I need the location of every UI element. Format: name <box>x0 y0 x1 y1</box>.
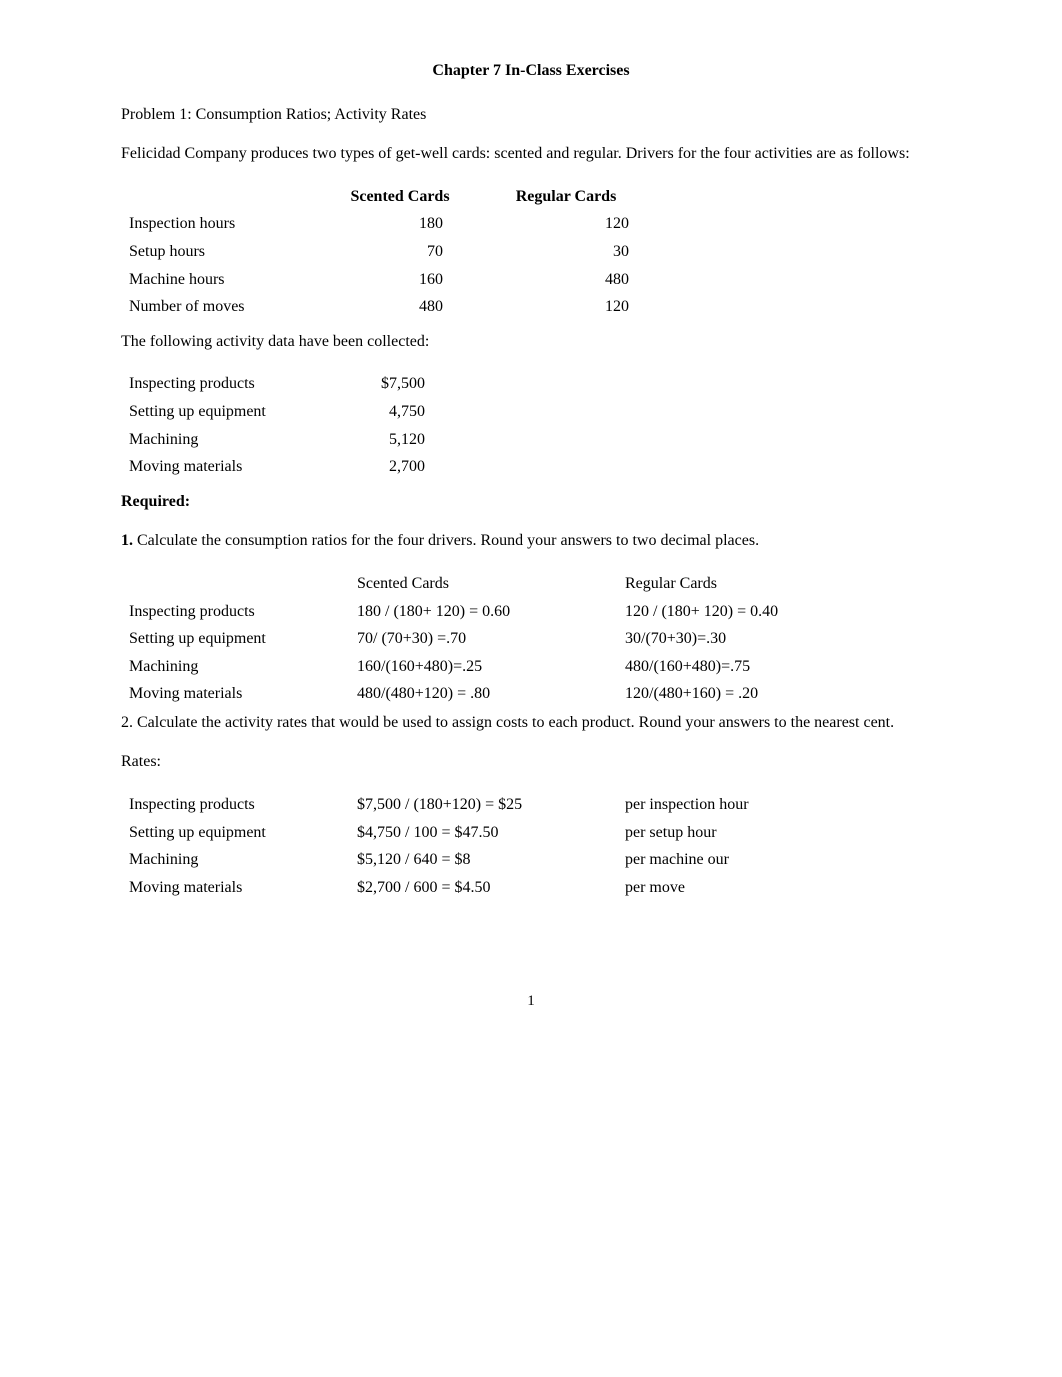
driver-scented-value: 160 <box>317 266 483 294</box>
rate-label: Setting up equipment <box>121 819 349 847</box>
problem-heading: Problem 1: Consumption Ratios; Activity … <box>121 104 941 126</box>
ratio-label: Moving materials <box>121 680 349 708</box>
table-row: Setting up equipment $4,750 / 100 = $47.… <box>121 819 779 847</box>
rate-calc: $2,700 / 600 = $4.50 <box>349 874 617 902</box>
table-row: Setting up equipment 4,750 <box>121 398 433 426</box>
cost-amount: $7,500 <box>337 370 433 398</box>
table-row: Moving materials 2,700 <box>121 453 433 481</box>
required-heading: Required: <box>121 493 190 510</box>
cost-label: Moving materials <box>121 453 337 481</box>
ratio-scented: 480/(480+120) = .80 <box>349 680 617 708</box>
rate-per: per machine our <box>617 846 779 874</box>
driver-scented-value: 480 <box>317 293 483 321</box>
drivers-table: Scented Cards Regular Cards Inspection h… <box>121 183 649 321</box>
table-row: Inspecting products $7,500 / (180+120) =… <box>121 791 779 819</box>
driver-label: Number of moves <box>121 293 317 321</box>
q2-text: 2. Calculate the activity rates that wou… <box>121 712 941 734</box>
ratio-scented: 180 / (180+ 120) = 0.60 <box>349 598 617 626</box>
driver-label: Inspection hours <box>121 210 317 238</box>
table-row: Machining 160/(160+480)=.25 480/(160+480… <box>121 653 808 681</box>
ratio-label: Machining <box>121 653 349 681</box>
costs-table: Inspecting products $7,500 Setting up eq… <box>121 370 433 480</box>
ratios-table: Scented Cards Regular Cards Inspecting p… <box>121 570 808 708</box>
driver-scented-value: 180 <box>317 210 483 238</box>
ratios-col-scented: Scented Cards <box>349 570 617 598</box>
cost-label: Machining <box>121 426 337 454</box>
driver-label: Machine hours <box>121 266 317 294</box>
rate-per: per move <box>617 874 779 902</box>
driver-label: Setup hours <box>121 238 317 266</box>
ratios-col-regular: Regular Cards <box>617 570 808 598</box>
costs-intro: The following activity data have been co… <box>121 331 941 353</box>
rate-per: per inspection hour <box>617 791 779 819</box>
rate-label: Inspecting products <box>121 791 349 819</box>
driver-regular-value: 120 <box>483 210 649 238</box>
page-title: Chapter 7 In-Class Exercises <box>121 60 941 82</box>
rates-table: Inspecting products $7,500 / (180+120) =… <box>121 791 779 901</box>
rate-calc: $5,120 / 640 = $8 <box>349 846 617 874</box>
cost-amount: 2,700 <box>337 453 433 481</box>
table-row: Inspection hours 180 120 <box>121 210 649 238</box>
table-row: Setup hours 70 30 <box>121 238 649 266</box>
rate-label: Machining <box>121 846 349 874</box>
rate-calc: $4,750 / 100 = $47.50 <box>349 819 617 847</box>
driver-regular-value: 30 <box>483 238 649 266</box>
cost-label: Setting up equipment <box>121 398 337 426</box>
cost-label: Inspecting products <box>121 370 337 398</box>
drivers-col-regular: Regular Cards <box>483 183 649 211</box>
rate-calc: $7,500 / (180+120) = $25 <box>349 791 617 819</box>
rate-per: per setup hour <box>617 819 779 847</box>
ratio-scented: 160/(160+480)=.25 <box>349 653 617 681</box>
rates-heading: Rates: <box>121 751 941 773</box>
driver-scented-value: 70 <box>317 238 483 266</box>
table-row: Moving materials $2,700 / 600 = $4.50 pe… <box>121 874 779 902</box>
page-number: 1 <box>121 991 941 1011</box>
intro-paragraph: Felicidad Company produces two types of … <box>121 143 941 165</box>
table-row: Inspecting products 180 / (180+ 120) = 0… <box>121 598 808 626</box>
ratio-label: Inspecting products <box>121 598 349 626</box>
table-row: Inspecting products $7,500 <box>121 370 433 398</box>
driver-regular-value: 120 <box>483 293 649 321</box>
rate-label: Moving materials <box>121 874 349 902</box>
ratio-regular: 120 / (180+ 120) = 0.40 <box>617 598 808 626</box>
table-row: Machine hours 160 480 <box>121 266 649 294</box>
table-row: Moving materials 480/(480+120) = .80 120… <box>121 680 808 708</box>
ratio-label: Setting up equipment <box>121 625 349 653</box>
drivers-col-scented: Scented Cards <box>317 183 483 211</box>
ratio-scented: 70/ (70+30) =.70 <box>349 625 617 653</box>
q1-number: 1. <box>121 532 133 549</box>
table-row: Setting up equipment 70/ (70+30) =.70 30… <box>121 625 808 653</box>
table-row: Machining 5,120 <box>121 426 433 454</box>
cost-amount: 5,120 <box>337 426 433 454</box>
q1-text: Calculate the consumption ratios for the… <box>133 532 759 549</box>
table-row: Machining $5,120 / 640 = $8 per machine … <box>121 846 779 874</box>
cost-amount: 4,750 <box>337 398 433 426</box>
ratio-regular: 480/(160+480)=.75 <box>617 653 808 681</box>
table-row: Number of moves 480 120 <box>121 293 649 321</box>
driver-regular-value: 480 <box>483 266 649 294</box>
ratio-regular: 120/(480+160) = .20 <box>617 680 808 708</box>
ratio-regular: 30/(70+30)=.30 <box>617 625 808 653</box>
